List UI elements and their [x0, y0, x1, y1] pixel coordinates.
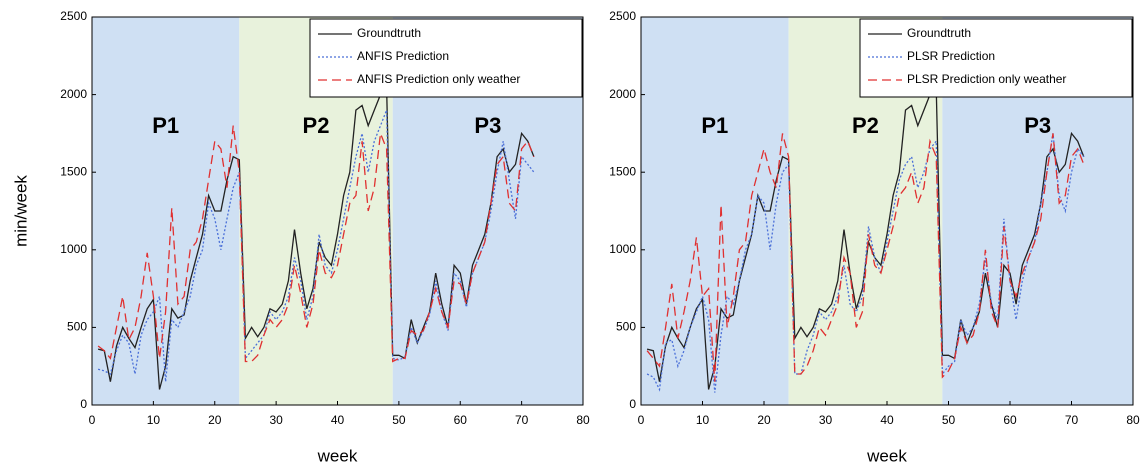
y-tick-label: 0	[80, 397, 87, 411]
y-tick-label: 2000	[60, 87, 87, 101]
series-line	[646, 133, 1085, 393]
region-label: P2	[303, 113, 330, 138]
y-tick-label: 2500	[609, 9, 636, 23]
x-tick-label: 70	[515, 413, 529, 427]
legend: Groundtruth ANFIS Prediction ANFIS Predict…	[309, 18, 583, 98]
legend-label: Groundtruth	[357, 26, 421, 40]
y-tick-label: 1500	[609, 164, 636, 178]
x-tick-label: 40	[880, 413, 894, 427]
x-tick-label: 80	[1126, 413, 1140, 427]
legend-label: Groundtruth	[907, 26, 971, 40]
x-tick-label: 40	[331, 413, 345, 427]
y-tick-label: 500	[616, 320, 636, 334]
series-line	[97, 125, 535, 363]
y-tick-label: 1000	[609, 242, 636, 256]
x-tick-label: 20	[757, 413, 771, 427]
region-label: P1	[701, 113, 728, 138]
x-tick-label: 20	[208, 413, 222, 427]
x-axis-label: week	[317, 446, 358, 465]
y-tick-label: 1500	[60, 164, 87, 178]
region-label: P3	[1024, 113, 1051, 138]
y-tick-label: 0	[629, 397, 636, 411]
legend-label: PLSR Prediction only weather	[907, 72, 1066, 86]
x-tick-label: 10	[147, 413, 161, 427]
x-tick-label: 50	[942, 413, 956, 427]
legend-box	[859, 18, 1133, 98]
legend-label: PLSR Prediction	[907, 49, 995, 63]
x-tick-label: 50	[392, 413, 406, 427]
panel: P1 P2 P3 0 500 1000 1500 2000 2500 0 10 20 30 40 50 60 7…	[11, 9, 590, 465]
series-line	[646, 84, 1085, 390]
y-axis-label: min/week	[11, 175, 30, 247]
y-tick-label: 1000	[60, 242, 87, 256]
series-line	[97, 84, 535, 390]
series-line	[646, 133, 1085, 382]
legend-label: ANFIS Prediction	[357, 49, 449, 63]
y-tick-label: 500	[67, 320, 87, 334]
region-label: P3	[474, 113, 501, 138]
x-tick-label: 60	[1003, 413, 1017, 427]
x-tick-label: 30	[269, 413, 283, 427]
panel: P1 P2 P3 0 500 1000 1500 2000 2500 0 10 20 30 40 50 60 7…	[609, 9, 1140, 465]
x-axis-label: week	[866, 446, 907, 465]
x-tick-label: 80	[576, 413, 590, 427]
y-tick-label: 2500	[60, 9, 87, 23]
region-label: P1	[152, 113, 179, 138]
x-tick-label: 10	[696, 413, 710, 427]
y-tick-label: 2000	[609, 87, 636, 101]
x-tick-label: 30	[819, 413, 833, 427]
legend: Groundtruth PLSR Prediction PLSR Predictio…	[859, 18, 1133, 98]
legend-label: ANFIS Prediction only weather	[357, 72, 520, 86]
x-tick-label: 60	[454, 413, 468, 427]
x-tick-label: 70	[1065, 413, 1079, 427]
legend-box	[309, 18, 583, 98]
x-tick-label: 0	[89, 413, 96, 427]
region-label: P2	[852, 113, 879, 138]
x-tick-label: 0	[638, 413, 645, 427]
